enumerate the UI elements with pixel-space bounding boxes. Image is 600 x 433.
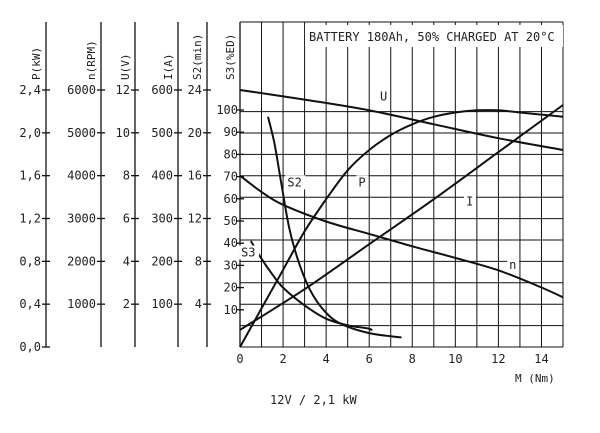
y-axis-label-n: n(RPM) [85,40,98,80]
x-tick-label: 14 [534,352,548,366]
y-tick-label-n: 3000 [67,212,96,226]
x-axis-label: M (Nm) [515,372,555,385]
y-axes: P(kW) 0,0 0,4 0,8 1,2 1,6 2,0 2,4 n(RPM) 1000 2000… [19,22,244,354]
y-tick-label-n: 1000 [67,297,96,311]
y-tick-label-S3: 70 [224,170,238,184]
y-tick-label-n: 2000 [67,254,96,268]
curves: U P In S2 S3 [239,89,564,348]
grid [239,21,564,348]
series-label-n: n [509,258,516,272]
y-tick-label-S2: 20 [188,126,202,140]
y-tick-label-S3: 80 [224,147,238,161]
y-tick-label-n: 4000 [67,169,96,183]
y-axis-label-I: I(A) [162,54,175,81]
y-tick-label-I: 200 [151,254,173,268]
x-tick-label: 12 [491,352,505,366]
y-tick-label-n: 5000 [67,126,96,140]
y-tick-label-P: 0,4 [19,297,41,311]
y-tick-label-I: 400 [151,169,173,183]
y-tick-label-S3: 100 [216,103,238,117]
y-tick-label-U: 4 [123,254,130,268]
series-line-S3 [249,240,373,332]
series-line-P [239,109,564,348]
note-box [305,25,563,47]
y-tick-label-I: 100 [151,297,173,311]
y-tick-label-P: 1,6 [19,169,41,183]
y-tick-label-I: 500 [151,126,173,140]
y-tick-label-P: 2,4 [19,83,41,97]
y-tick-label-S3: 20 [224,281,238,295]
y-tick-label-S2: 8 [195,254,202,268]
series-label-bg-S3 [239,245,260,260]
y-tick-label-n: 6000 [67,83,96,97]
y-tick-label-S3: 40 [224,236,238,250]
y-tick-label-S3: 30 [224,258,238,272]
series-label-P: P [358,175,365,189]
y-tick-label-S2: 4 [195,297,202,311]
y-tick-label-S2: 12 [188,212,202,226]
series-label-I: I [466,195,473,209]
y-tick-label-S2: 16 [188,169,202,183]
y-tick-label-U: 6 [123,212,130,226]
series-label-S2: S2 [287,175,301,189]
series-label-bg-S2 [285,175,306,190]
series-line-S2 [267,116,402,339]
y-tick-label-P: 0,0 [19,340,41,354]
chart-note: BATTERY 180Ah, 50% CHARGED AT 20°C [309,30,555,44]
y-axis-label-U: U(V) [119,54,132,81]
series-line-I [239,104,564,331]
chart-footer: 12V / 2,1 kW [270,393,357,407]
series-label-bg-U [377,89,390,104]
x-tick-label: 0 [236,352,243,366]
y-tick-label-U: 8 [123,169,130,183]
x-axis: 0 2 4 6 8 10 12 14 [236,352,548,366]
y-tick-label-P: 0,8 [19,254,41,268]
y-tick-label-U: 2 [123,297,130,311]
x-tick-label: 8 [409,352,416,366]
y-tick-label-P: 1,2 [19,212,41,226]
y-tick-label-I: 300 [151,212,173,226]
y-tick-label-S3: 90 [224,125,238,139]
series-label-bg-n [507,258,520,273]
x-tick-label: 4 [323,352,330,366]
y-axis-label-S2: S2(min) [191,34,204,80]
y-tick-label-P: 2,0 [19,126,41,140]
y-tick-label-S2: 24 [188,83,202,97]
y-axis-label-S3: S3(%ED) [224,34,237,80]
series-line-n [239,174,564,299]
series-label-U: U [380,90,387,104]
series-label-bg-P [356,175,369,190]
x-tick-label: 10 [448,352,462,366]
series-label-bg-I [464,194,477,209]
series-label-S3: S3 [241,246,255,260]
y-tick-label-I: 600 [151,83,173,97]
series-line-U [239,89,564,151]
y-axis-label-P: P(kW) [30,47,43,80]
y-tick-label-U: 10 [116,126,130,140]
x-tick-label: 6 [366,352,373,366]
y-tick-label-S3: 50 [224,214,238,228]
y-tick-label-S3: 10 [224,303,238,317]
x-tick-label: 2 [279,352,286,366]
y-tick-label-U: 12 [116,83,130,97]
y-tick-label-S3: 60 [224,192,238,206]
